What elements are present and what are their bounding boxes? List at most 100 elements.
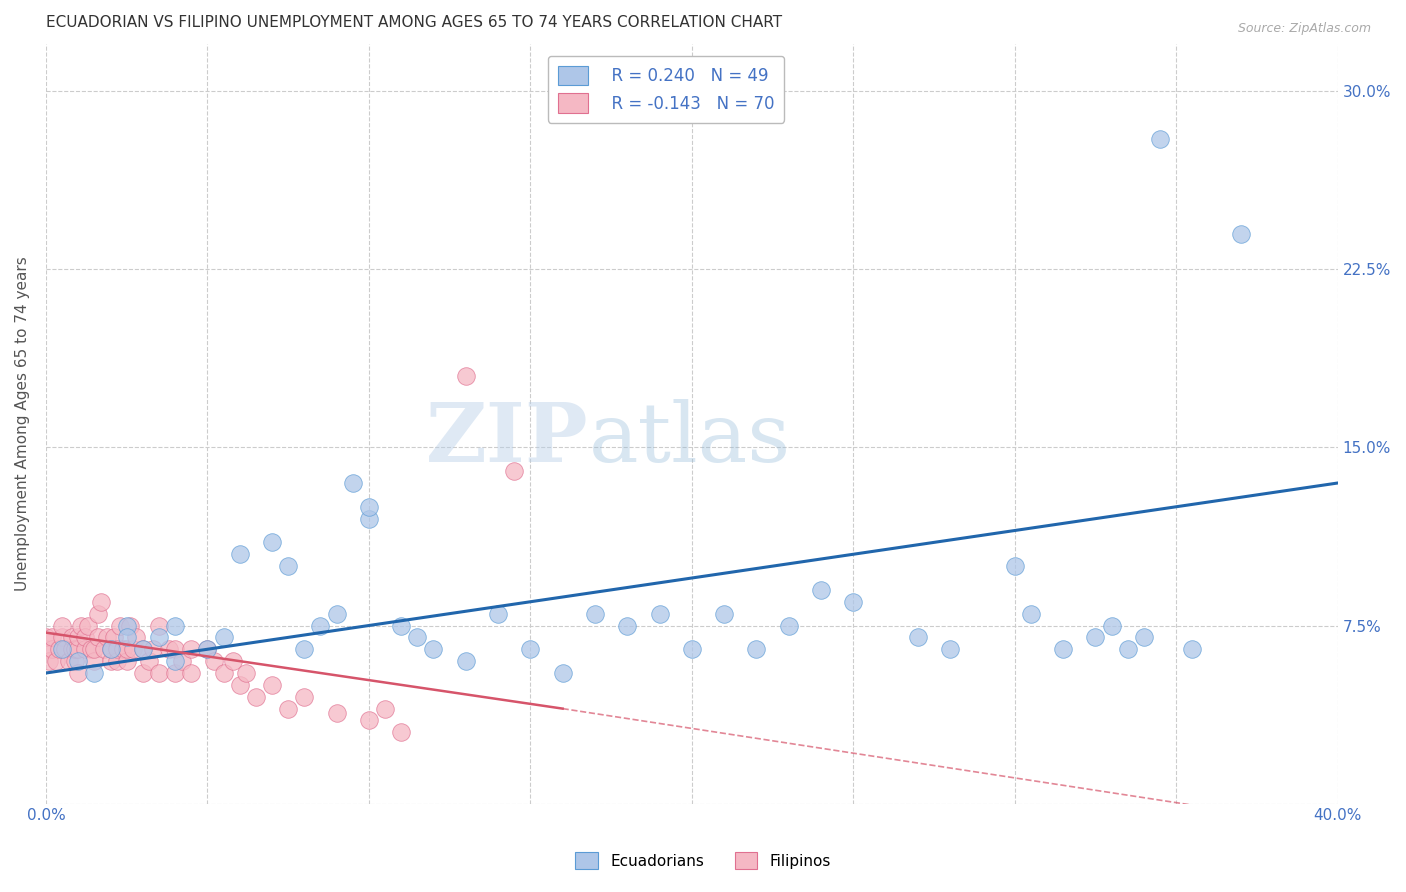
Point bbox=[35, 631, 58, 645]
Point bbox=[138, 654, 160, 668]
Point bbox=[1084, 631, 1107, 645]
Point bbox=[105, 654, 128, 668]
Point bbox=[389, 725, 412, 739]
Point bbox=[51, 631, 73, 645]
Point bbox=[115, 618, 138, 632]
Point bbox=[35, 642, 58, 657]
Point bbox=[277, 559, 299, 574]
Point bbox=[86, 631, 108, 645]
Point bbox=[180, 665, 202, 680]
Point bbox=[222, 654, 245, 668]
Point bbox=[583, 607, 606, 621]
Point bbox=[180, 642, 202, 657]
Point bbox=[58, 654, 80, 668]
Point bbox=[1019, 607, 1042, 621]
Point bbox=[907, 631, 929, 645]
Point bbox=[1101, 618, 1123, 632]
Point bbox=[374, 701, 396, 715]
Legend: Ecuadorians, Filipinos: Ecuadorians, Filipinos bbox=[569, 846, 837, 875]
Point bbox=[165, 665, 187, 680]
Point bbox=[713, 607, 735, 621]
Point bbox=[63, 642, 86, 657]
Point bbox=[292, 642, 315, 657]
Point bbox=[454, 654, 477, 668]
Point bbox=[616, 618, 638, 632]
Point bbox=[105, 642, 128, 657]
Point bbox=[277, 701, 299, 715]
Point bbox=[90, 595, 112, 609]
Point bbox=[125, 631, 148, 645]
Point bbox=[141, 642, 163, 657]
Point bbox=[51, 642, 73, 657]
Point bbox=[212, 665, 235, 680]
Point bbox=[51, 618, 73, 632]
Point bbox=[148, 618, 170, 632]
Point bbox=[165, 654, 187, 668]
Point bbox=[165, 642, 187, 657]
Point bbox=[67, 631, 90, 645]
Point bbox=[454, 369, 477, 384]
Point bbox=[60, 642, 83, 657]
Point bbox=[292, 690, 315, 704]
Point bbox=[77, 618, 100, 632]
Point bbox=[1181, 642, 1204, 657]
Point bbox=[357, 500, 380, 514]
Point bbox=[778, 618, 800, 632]
Point bbox=[73, 642, 96, 657]
Point bbox=[70, 618, 93, 632]
Point bbox=[1229, 227, 1251, 241]
Point bbox=[148, 665, 170, 680]
Point bbox=[53, 642, 76, 657]
Point bbox=[486, 607, 509, 621]
Point bbox=[309, 618, 332, 632]
Point bbox=[83, 665, 105, 680]
Point bbox=[73, 631, 96, 645]
Point bbox=[110, 618, 132, 632]
Point bbox=[41, 631, 63, 645]
Point bbox=[745, 642, 768, 657]
Point bbox=[165, 618, 187, 632]
Point bbox=[132, 642, 155, 657]
Point bbox=[842, 595, 865, 609]
Point bbox=[157, 642, 180, 657]
Text: Source: ZipAtlas.com: Source: ZipAtlas.com bbox=[1237, 22, 1371, 36]
Point bbox=[63, 654, 86, 668]
Point bbox=[422, 642, 444, 657]
Point bbox=[41, 642, 63, 657]
Point bbox=[132, 665, 155, 680]
Point bbox=[103, 631, 125, 645]
Point bbox=[170, 654, 193, 668]
Point bbox=[1149, 131, 1171, 145]
Point bbox=[503, 464, 526, 478]
Point bbox=[83, 654, 105, 668]
Text: #c8d8ee: #c8d8ee bbox=[503, 399, 880, 479]
Point bbox=[389, 618, 412, 632]
Point bbox=[122, 642, 145, 657]
Point bbox=[83, 642, 105, 657]
Point bbox=[228, 547, 250, 561]
Point bbox=[197, 642, 219, 657]
Point bbox=[228, 678, 250, 692]
Point bbox=[325, 607, 347, 621]
Point bbox=[1133, 631, 1156, 645]
Point bbox=[681, 642, 703, 657]
Point bbox=[260, 678, 283, 692]
Point bbox=[648, 607, 671, 621]
Point bbox=[96, 631, 118, 645]
Point bbox=[235, 665, 257, 680]
Point bbox=[197, 642, 219, 657]
Point bbox=[357, 511, 380, 525]
Point bbox=[60, 631, 83, 645]
Point bbox=[939, 642, 962, 657]
Point bbox=[67, 642, 90, 657]
Point bbox=[67, 654, 90, 668]
Point bbox=[86, 607, 108, 621]
Point bbox=[45, 654, 67, 668]
Point bbox=[551, 665, 574, 680]
Point bbox=[1052, 642, 1074, 657]
Text: atlas: atlas bbox=[589, 399, 790, 479]
Point bbox=[1004, 559, 1026, 574]
Point bbox=[100, 642, 122, 657]
Point bbox=[115, 642, 138, 657]
Point bbox=[148, 631, 170, 645]
